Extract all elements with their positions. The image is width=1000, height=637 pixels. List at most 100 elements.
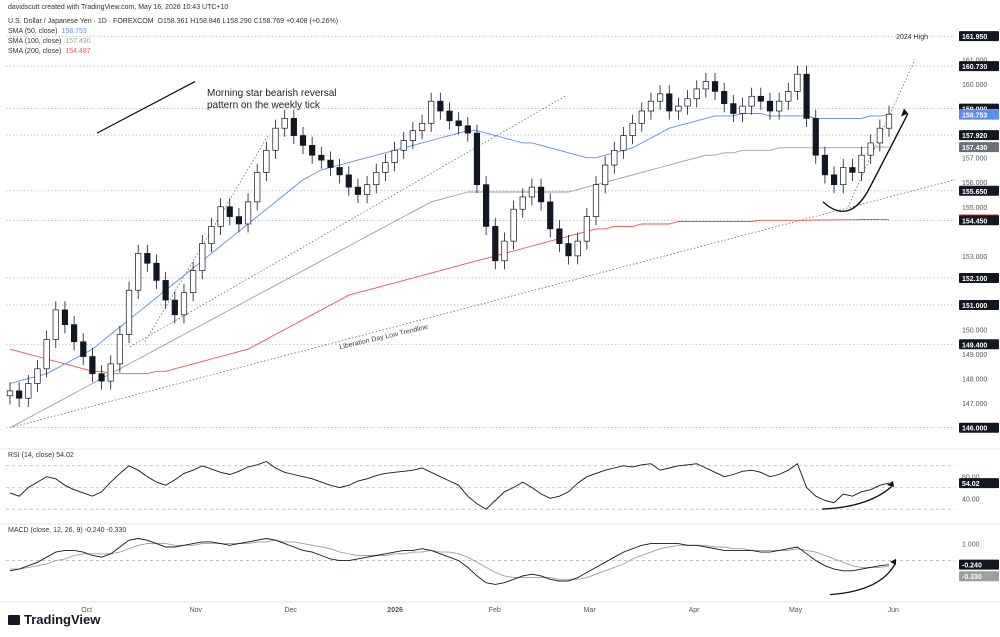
symbol-row: U.S. Dollar / Japanese Yen · 1D · FOREXC… [8, 18, 342, 25]
candle-body [684, 98, 691, 107]
sma100-value: 157.430 [65, 38, 91, 45]
macd-line [9, 538, 890, 585]
candle-body [125, 289, 133, 335]
rsi-arrow-head [887, 481, 894, 487]
candle-body [52, 309, 59, 340]
price-level-badge [959, 130, 999, 141]
rsi-legend[interactable]: RSI (14, close) 54.02 [8, 452, 74, 459]
candle-body [25, 383, 32, 399]
annotation-line-2: pattern on the weekly tick [207, 100, 320, 111]
candle-body [61, 309, 69, 325]
time-tick: Jun [888, 607, 899, 614]
candle-body [885, 113, 893, 129]
candle-body [290, 118, 297, 136]
candle-body [730, 103, 737, 114]
candle-body [446, 110, 453, 122]
rsi-line [9, 460, 890, 510]
macd-badge [959, 571, 999, 582]
time-tick: Oct [81, 607, 92, 614]
price-tick: 160.000 [962, 82, 987, 89]
price-level-label: 151.000 [962, 303, 987, 310]
candle-body [318, 154, 325, 161]
sma200-legend[interactable]: SMA (200, close) 154.487 [8, 48, 95, 55]
candle-body [675, 105, 682, 112]
candle-body [281, 118, 288, 129]
candle-body [116, 334, 123, 365]
candle-body [464, 125, 471, 134]
candle-body [162, 280, 169, 301]
candle-body [43, 338, 50, 370]
candle-body [299, 135, 307, 146]
macd-signal-line [10, 539, 890, 580]
candle-body [721, 91, 728, 105]
morning-star-annotation: Morning star bearish reversal pattern on… [207, 88, 337, 112]
sma200-value: 154.487 [65, 48, 91, 55]
bullish-arrow [822, 113, 909, 212]
candle-body [766, 100, 774, 112]
candle-body [794, 73, 801, 92]
candle-body [803, 73, 810, 119]
candle-body [190, 270, 197, 294]
candle-body [547, 201, 554, 230]
macd-badge-label: -0.330 [962, 574, 982, 581]
candle-body [785, 91, 792, 102]
time-tick: Nov [190, 607, 203, 614]
time-tick: Dec [284, 607, 297, 614]
candle-body [867, 142, 874, 156]
price-level-badge [959, 299, 999, 310]
sma100-line [9, 146, 889, 429]
candle-body [363, 184, 371, 195]
candle-body [409, 130, 416, 141]
macd-legend[interactable]: MACD (close, 12, 26, 9) -0.240 -0.330 [8, 527, 127, 534]
candle-body [666, 93, 673, 112]
candle-body [373, 172, 380, 186]
candle-body [418, 122, 426, 132]
candle-body [208, 226, 215, 244]
candle-body [70, 324, 78, 343]
sma50-line [9, 113, 890, 384]
ohlc-values: O158.361 H158.846 L158.290 C158.769 +0.4… [157, 18, 339, 25]
price-tick: 148.000 [962, 377, 987, 384]
candle-body [693, 88, 700, 100]
price-level-label: 149.400 [962, 342, 987, 349]
candle-body [812, 118, 819, 156]
time-tick: Feb [489, 607, 501, 614]
price-level-badge [959, 185, 999, 196]
candle-body [574, 240, 581, 257]
price-level-badge [959, 31, 999, 42]
candle-body [180, 292, 188, 316]
candle-body [528, 186, 536, 198]
candle-body [107, 363, 114, 382]
candle-body [620, 135, 627, 151]
candle-body [473, 132, 481, 186]
candle-body [858, 154, 865, 173]
macd-tick: 1.000 [962, 542, 980, 549]
candle-body [583, 216, 590, 242]
sma50-legend[interactable]: SMA (50, close) 158.753 [8, 28, 91, 35]
candle-body [327, 159, 334, 168]
sma100-legend[interactable]: SMA (100, close) 157.430 [8, 38, 95, 45]
price-tick: 147.000 [962, 401, 987, 408]
price-level-label: 160.730 [962, 64, 987, 71]
price-tick: 155.000 [962, 205, 987, 212]
price-tick: 149.000 [962, 352, 987, 359]
price-level-label: 146.000 [962, 426, 987, 433]
time-tick: Apr [689, 607, 701, 614]
price-level-badge [959, 422, 999, 433]
candle-body [629, 122, 636, 136]
price-tick: 161.000 [962, 57, 987, 64]
candle-body [272, 127, 279, 151]
liberation-trendline [9, 179, 956, 429]
candle-body [400, 140, 407, 151]
candle-body [171, 299, 178, 316]
sma100-label: SMA (100, close) [8, 38, 62, 45]
rising-trendline-2 [144, 135, 269, 342]
candle-body [537, 186, 545, 203]
candle-body [217, 206, 224, 227]
candle-body [821, 154, 829, 176]
candle-body [98, 373, 105, 382]
annotation-pointer [96, 81, 196, 134]
candle-body [244, 201, 252, 225]
candle-body [757, 95, 764, 102]
